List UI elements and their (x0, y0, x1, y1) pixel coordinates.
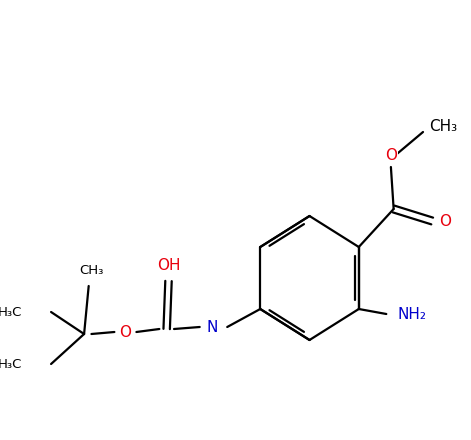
Text: H₃C: H₃C (0, 305, 22, 319)
Text: O: O (119, 325, 131, 340)
Text: O: O (439, 213, 451, 228)
Text: N: N (207, 319, 218, 334)
Text: O: O (385, 147, 397, 162)
Text: CH₃: CH₃ (429, 118, 457, 133)
Text: OH: OH (157, 257, 180, 272)
Text: NH₂: NH₂ (398, 307, 427, 322)
Text: CH₃: CH₃ (79, 264, 104, 276)
Text: H₃C: H₃C (0, 357, 22, 370)
